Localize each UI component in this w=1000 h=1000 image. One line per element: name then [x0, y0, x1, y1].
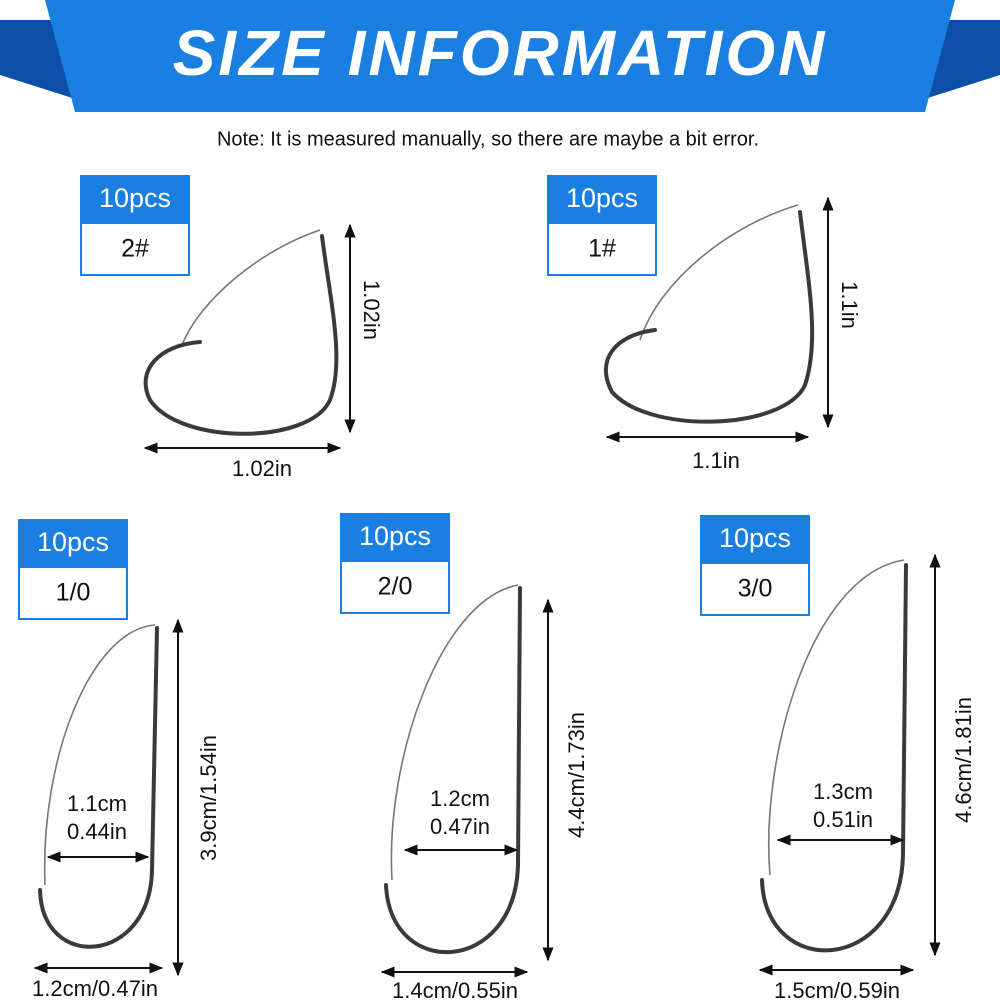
size: 2/0	[378, 573, 413, 601]
banner-body	[45, 0, 955, 112]
hook-wire	[181, 229, 321, 346]
quantity: 10pcs	[99, 183, 171, 213]
width-label: 1.1in	[692, 448, 740, 473]
height-label: 1.02in	[359, 280, 384, 340]
size: 3/0	[738, 575, 773, 603]
width-label: 1.4cm/0.55in	[392, 978, 518, 1000]
height-label: 3.9cm/1.54in	[196, 735, 221, 861]
hook	[38, 626, 159, 949]
size-box	[340, 560, 450, 614]
size-box	[18, 566, 128, 620]
size-box	[547, 222, 657, 276]
size-box	[700, 562, 810, 616]
gap-in-label: 0.47in	[430, 814, 490, 839]
size: 2#	[121, 235, 149, 263]
width-label: 1.2cm/0.47in	[32, 976, 158, 1000]
quantity-box	[340, 513, 450, 561]
quantity: 10pcs	[719, 523, 791, 553]
gap-in-label: 0.51in	[813, 807, 873, 832]
size: 1#	[588, 235, 616, 263]
items: 10pcs 2# 1.02in 1.02in 10pcs 1# 1.1in 1.1in 10pc…	[18, 175, 976, 1000]
quantity-box	[547, 175, 657, 223]
quantity-box	[18, 519, 128, 567]
quantity-box	[700, 515, 810, 563]
gap-cm-label: 1.1cm	[67, 791, 127, 816]
quantity: 10pcs	[566, 183, 638, 213]
width-label: 1.5cm/0.59in	[774, 978, 900, 1000]
size-box	[80, 222, 190, 276]
height-label: 1.1in	[837, 281, 862, 329]
quantity: 10pcs	[37, 527, 109, 557]
banner: SIZE INFORMATION	[0, 0, 1000, 112]
hook-wire	[639, 204, 799, 341]
title: SIZE INFORMATION	[173, 17, 828, 89]
hook	[143, 234, 339, 436]
gap-in-label: 0.44in	[67, 819, 127, 844]
hook	[760, 563, 908, 953]
size: 1/0	[56, 579, 91, 607]
hook-wire	[767, 559, 905, 876]
quantity-box	[80, 175, 190, 223]
height-label: 4.4cm/1.73in	[564, 712, 589, 838]
width-label: 1.02in	[232, 456, 292, 481]
hook	[384, 586, 522, 955]
hook-wire	[390, 584, 519, 881]
note: Note: It is measured manually, so there …	[217, 128, 759, 150]
gap-cm-label: 1.2cm	[430, 786, 490, 811]
hook-wire	[43, 624, 156, 886]
quantity: 10pcs	[359, 521, 431, 551]
gap-cm-label: 1.3cm	[813, 779, 873, 804]
hook	[604, 210, 815, 424]
height-label: 4.6cm/1.81in	[951, 697, 976, 823]
